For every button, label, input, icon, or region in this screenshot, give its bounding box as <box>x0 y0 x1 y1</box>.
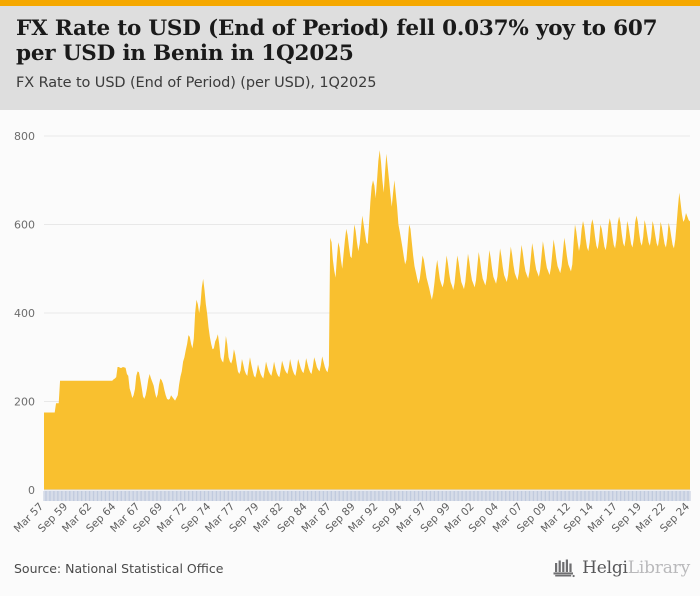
svg-text:800: 800 <box>14 130 35 143</box>
svg-text:400: 400 <box>14 307 35 320</box>
page-title: FX Rate to USD (End of Period) fell 0.03… <box>16 16 658 66</box>
svg-text:0: 0 <box>28 484 35 497</box>
svg-text:600: 600 <box>14 219 35 232</box>
accent-top-bar <box>0 0 700 6</box>
helgi-library-logo[interactable]: HelgiLibrary <box>552 557 690 579</box>
library-building-icon <box>553 559 575 578</box>
chart-subtitle: FX Rate to USD (End of Period) (per USD)… <box>16 75 377 91</box>
source-note: Source: National Statistical Office <box>14 561 224 576</box>
logo-wordmark: HelgiLibrary <box>582 558 690 578</box>
logo-brand: Helgi <box>582 558 628 578</box>
chart-footer: Source: National Statistical Office Helg… <box>0 545 700 596</box>
logo-suffix: Library <box>627 558 690 578</box>
chart-header: FX Rate to USD (End of Period) fell 0.03… <box>0 6 700 110</box>
chart-plot-area: 0 200 400 600 800 Mar 57 Sep 59 Mar 62 Sep 64 Mar… <box>0 110 700 545</box>
svg-text:200: 200 <box>14 396 35 409</box>
